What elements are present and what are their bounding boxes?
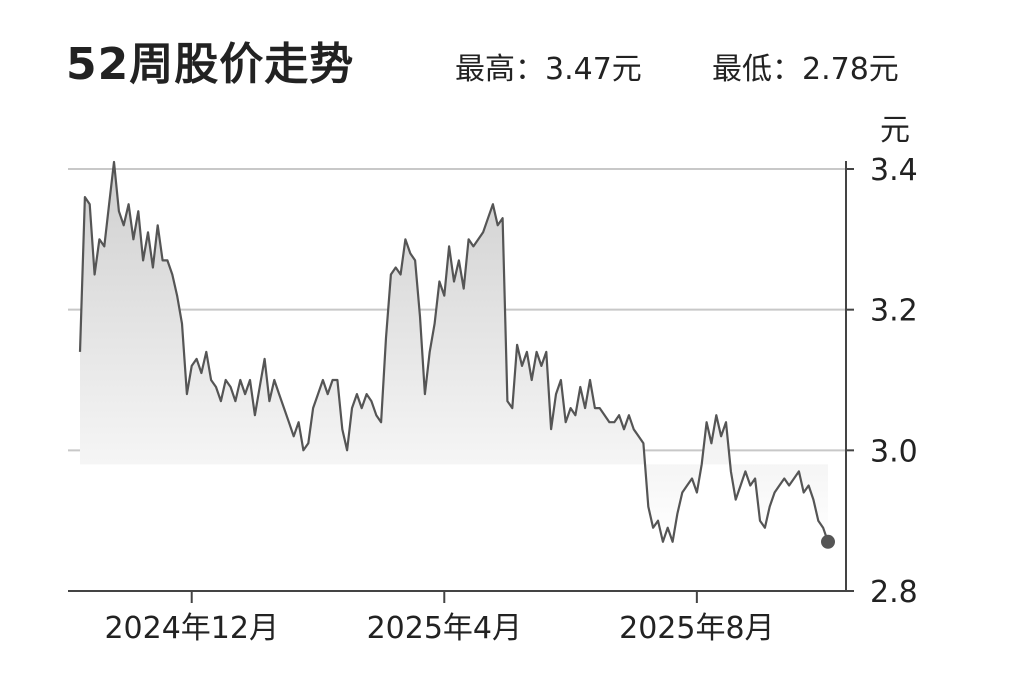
y-tick-label: 2.8	[870, 575, 918, 610]
chart-title: 52周股价走势	[66, 39, 355, 90]
stat-low: 最低：2.78元	[712, 44, 899, 88]
y-tick-label: 3.2	[870, 294, 918, 329]
axes	[68, 161, 854, 603]
stat-low-value: 2.78元	[802, 52, 899, 87]
stat-low-label: 最低：	[712, 52, 802, 87]
stat-high-label: 最高：	[455, 52, 545, 87]
price-area	[80, 162, 828, 542]
y-tick-label: 3.4	[870, 153, 918, 188]
x-tick-label: 2024年12月	[104, 611, 279, 646]
stat-high: 最高：3.47元	[455, 44, 642, 88]
price-line	[78, 160, 830, 543]
latest-price-marker	[821, 534, 835, 549]
x-tick-label: 2025年4月	[367, 611, 522, 646]
stat-high-value: 3.47元	[545, 52, 642, 87]
y-tick-label: 3.0	[870, 434, 918, 469]
tick-labels: 2.8 3.0 3.2 3.4 元 2024年12月 2025年4月 2025年8月	[104, 113, 917, 646]
y-axis-unit: 元	[880, 113, 910, 148]
x-tick-label: 2025年8月	[619, 611, 774, 646]
